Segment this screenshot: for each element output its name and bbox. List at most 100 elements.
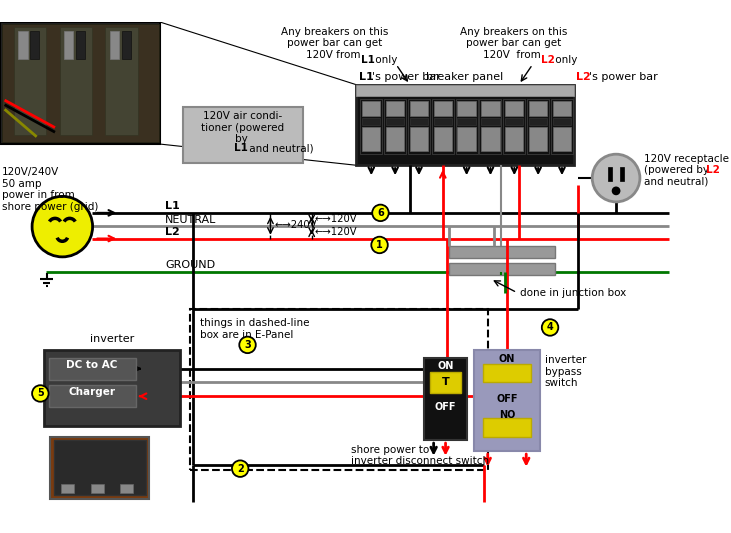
- Text: done in junction box: done in junction box: [520, 288, 626, 298]
- Text: and neutral): and neutral): [643, 176, 708, 186]
- Bar: [481, 127, 500, 150]
- Bar: [433, 117, 452, 125]
- Bar: [553, 127, 571, 150]
- Bar: [504, 99, 526, 154]
- Bar: [410, 117, 428, 125]
- Text: ON: ON: [499, 354, 515, 364]
- Bar: [386, 101, 404, 116]
- Bar: [450, 246, 555, 258]
- Bar: [432, 99, 454, 154]
- Text: shore power to
inverter disconnect switch: shore power to inverter disconnect switc…: [351, 445, 489, 466]
- Text: 2: 2: [237, 464, 243, 474]
- Bar: [2, 24, 159, 142]
- Text: L1: L1: [360, 72, 374, 82]
- Bar: [105, 27, 137, 135]
- Bar: [120, 484, 133, 494]
- Bar: [183, 107, 303, 163]
- Text: (powered by: (powered by: [643, 165, 712, 175]
- Bar: [110, 31, 119, 59]
- Bar: [190, 309, 488, 470]
- Bar: [529, 117, 548, 125]
- Bar: [48, 358, 136, 379]
- Text: Any breakers on this
power bar can get
120V from: Any breakers on this power bar can get 1…: [281, 27, 388, 60]
- Text: 5: 5: [37, 389, 44, 399]
- Text: 120V air condi-
tioner (powered
by: 120V air condi- tioner (powered by: [201, 111, 284, 144]
- Bar: [384, 99, 406, 154]
- Bar: [386, 127, 404, 150]
- Bar: [433, 127, 452, 150]
- Bar: [362, 117, 380, 125]
- Text: NEUTRAL: NEUTRAL: [165, 215, 216, 225]
- Bar: [480, 99, 501, 154]
- Bar: [433, 101, 452, 116]
- Text: 6: 6: [377, 208, 384, 218]
- Bar: [551, 99, 573, 154]
- Bar: [410, 127, 428, 150]
- Text: OFF: OFF: [435, 402, 456, 411]
- Text: ON: ON: [437, 361, 454, 372]
- Bar: [408, 99, 430, 154]
- Bar: [455, 99, 477, 154]
- Text: DC to AC: DC to AC: [66, 360, 118, 369]
- Bar: [362, 101, 380, 116]
- Bar: [18, 31, 28, 59]
- Text: breaker panel: breaker panel: [426, 72, 504, 82]
- Text: 120V/240V
50 amp
power in from
shore power (grid): 120V/240V 50 amp power in from shore pow…: [2, 167, 98, 212]
- Bar: [356, 85, 574, 96]
- Bar: [450, 263, 555, 275]
- Bar: [529, 101, 548, 116]
- Circle shape: [239, 337, 256, 353]
- Text: only: only: [552, 55, 577, 65]
- Bar: [360, 99, 382, 154]
- Bar: [529, 127, 548, 150]
- Bar: [474, 350, 540, 451]
- Circle shape: [372, 205, 389, 221]
- Bar: [505, 127, 523, 150]
- Bar: [607, 167, 613, 181]
- Text: 120V receptacle: 120V receptacle: [643, 154, 729, 164]
- Bar: [553, 101, 571, 116]
- Bar: [527, 99, 549, 154]
- Bar: [481, 101, 500, 116]
- Text: 's power bar: 's power bar: [372, 72, 441, 82]
- Text: ←→240V: ←→240V: [274, 220, 317, 230]
- Bar: [44, 350, 180, 425]
- Bar: [356, 85, 574, 165]
- Bar: [122, 31, 131, 59]
- Text: L2: L2: [165, 227, 180, 237]
- Circle shape: [542, 319, 558, 336]
- Text: inverter: inverter: [90, 334, 134, 344]
- Bar: [64, 31, 73, 59]
- Text: 3: 3: [244, 340, 251, 350]
- Text: GROUND: GROUND: [165, 260, 215, 270]
- Text: NO: NO: [499, 410, 515, 420]
- Bar: [0, 22, 160, 144]
- Bar: [76, 31, 86, 59]
- Text: Any breakers on this
power bar can get
120V  from: Any breakers on this power bar can get 1…: [460, 27, 567, 60]
- Bar: [91, 484, 104, 494]
- Bar: [505, 101, 523, 116]
- Bar: [30, 31, 39, 59]
- Text: L2: L2: [706, 165, 720, 175]
- Bar: [362, 127, 380, 150]
- Text: T: T: [442, 377, 450, 387]
- Text: L1: L1: [165, 201, 180, 211]
- Bar: [50, 437, 149, 499]
- Bar: [430, 373, 461, 393]
- Text: ←→120V: ←→120V: [314, 227, 357, 237]
- Bar: [505, 117, 523, 125]
- Bar: [386, 117, 404, 125]
- Bar: [458, 127, 476, 150]
- Text: L2: L2: [541, 55, 555, 65]
- Text: only: only: [372, 55, 398, 65]
- Text: ←→120V: ←→120V: [314, 214, 357, 224]
- Bar: [483, 418, 531, 437]
- Circle shape: [592, 154, 640, 202]
- Text: OFF: OFF: [496, 394, 518, 405]
- Circle shape: [613, 187, 620, 195]
- Text: L1: L1: [234, 143, 248, 153]
- Bar: [620, 167, 624, 181]
- Circle shape: [32, 385, 48, 402]
- Circle shape: [32, 196, 93, 257]
- Bar: [553, 117, 571, 125]
